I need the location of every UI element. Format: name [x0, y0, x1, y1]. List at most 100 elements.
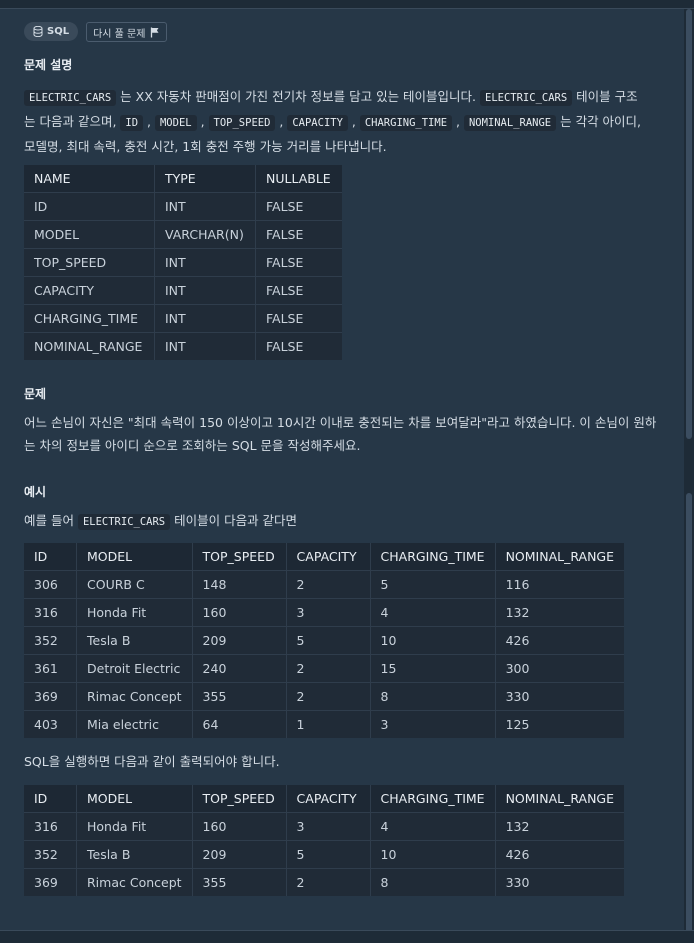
column-header: NULLABLE: [255, 165, 342, 193]
column-header: MODEL: [76, 543, 193, 571]
table-row: TOP_SPEED INT FALSE: [24, 248, 342, 277]
sep: ,: [143, 114, 155, 129]
table-cell: 316: [24, 598, 77, 627]
table-row: 403 Mia electric 64 1 3 125: [24, 710, 624, 738]
output-text: SQL을 실행하면 다음과 같이 출력되어야 합니다.: [24, 754, 280, 769]
code-charging-time: CHARGING_TIME: [359, 115, 453, 131]
table-cell: 300: [495, 654, 625, 683]
column-header: CAPACITY: [286, 785, 371, 813]
flag-icon: [151, 27, 159, 37]
table-cell: 3: [370, 710, 496, 738]
sql-tag-label: SQL: [47, 26, 70, 37]
table-row: 369 Rimac Concept 355 2 8 330: [24, 868, 624, 896]
code-nominal-range: NOMINAL_RANGE: [463, 115, 557, 131]
table-cell: 209: [192, 626, 287, 655]
column-header: MODEL: [76, 785, 193, 813]
table-cell: FALSE: [255, 220, 342, 249]
table-row: MODEL VARCHAR(N) FALSE: [24, 220, 342, 249]
table-cell: 2: [286, 570, 371, 599]
table-cell: 426: [495, 840, 625, 869]
column-header: TYPE: [154, 165, 256, 193]
description-line-2: 는 다음과 같으며, ID , MODEL , TOP_SPEED , CAPA…: [24, 110, 674, 135]
top-divider: [0, 0, 694, 9]
sep: ,: [452, 114, 464, 129]
column-header: CHARGING_TIME: [370, 785, 496, 813]
table-cell: Rimac Concept: [76, 682, 193, 711]
table-cell: 330: [495, 682, 625, 711]
bottom-divider: [0, 930, 694, 943]
table-cell: 361: [24, 654, 77, 683]
table-cell: 8: [370, 682, 496, 711]
example-intro-text: 예를 들어: [24, 513, 78, 528]
table-cell: VARCHAR(N): [154, 220, 256, 249]
scrollbar-thumb-upper[interactable]: [686, 9, 692, 439]
code-electric-cars: ELECTRIC_CARS: [24, 90, 117, 106]
table-row: 316 Honda Fit 160 3 4 132: [24, 812, 625, 841]
table-cell: Detroit Electric: [76, 654, 193, 683]
table-cell: FALSE: [255, 304, 342, 333]
sql-tag: SQL: [24, 22, 79, 41]
column-header: NOMINAL_RANGE: [495, 543, 625, 571]
table-cell: ID: [24, 192, 155, 221]
table-cell: 4: [370, 812, 496, 841]
schema-body: ID INT FALSE MODEL VARCHAR(N) FALSE TOP_SPEED I…: [24, 192, 342, 360]
table-cell: 5: [370, 570, 496, 599]
table-cell: 306: [24, 570, 77, 599]
table-cell: 132: [495, 812, 625, 841]
table-cell: 2: [286, 682, 371, 711]
problem-line-1: 어느 손님이 자신은 "최대 속력이 150 이상이고 10시간 이내로 충전되…: [24, 415, 657, 430]
table-cell: 240: [192, 654, 287, 683]
description-line-1-end: 테이블 구조: [572, 89, 638, 104]
problem-line-2: 는 차의 정보를 아이디 순으로 조회하는 SQL 문을 작성해주세요.: [24, 438, 361, 453]
retry-button[interactable]: 다시 풀 문제: [86, 22, 168, 42]
table-cell: INT: [154, 248, 256, 277]
table-cell: 2: [286, 868, 371, 896]
table-cell: Tesla B: [76, 626, 193, 655]
scrollbar-thumb-lower[interactable]: [686, 493, 692, 939]
problem-tags: SQL 다시 풀 문제: [24, 22, 168, 42]
table-row: 361 Detroit Electric 240 2 15 300: [24, 654, 625, 683]
table-cell: FALSE: [255, 248, 342, 277]
table-cell: 160: [192, 812, 287, 841]
table-cell: 64: [192, 710, 287, 738]
result-body: 316 Honda Fit 160 3 4 132 352 Tesla B 209 5 10 426 3…: [24, 812, 625, 896]
table-row: NOMINAL_RANGE INT FALSE: [24, 332, 342, 360]
table-cell: INT: [154, 332, 256, 360]
column-header: CHARGING_TIME: [370, 543, 496, 571]
scrollbar[interactable]: [684, 9, 694, 939]
problem-text: 어느 손님이 자신은 "최대 속력이 150 이상이고 10시간 이내로 충전되…: [24, 411, 674, 457]
code-capacity: CAPACITY: [287, 115, 348, 131]
table-row: 352 Tesla B 209 5 10 426: [24, 840, 625, 869]
code-model: MODEL: [154, 115, 197, 131]
table-cell: 160: [192, 598, 287, 627]
table-cell: 10: [370, 626, 496, 655]
table-row: CAPACITY INT FALSE: [24, 276, 342, 305]
column-header: ID: [24, 543, 77, 571]
example-table: ID MODEL TOP_SPEED CAPACITY CHARGING_TIME NOM…: [24, 543, 625, 738]
column-header: NOMINAL_RANGE: [495, 785, 625, 813]
table-cell: 116: [495, 570, 625, 599]
table-cell: 125: [505, 717, 530, 732]
database-icon: [33, 26, 43, 37]
table-cell: 330: [505, 875, 530, 890]
example-body: 306 COURB C 148 2 5 116 316 Honda Fit 160 3 4 132 35…: [24, 570, 625, 738]
table-cell: 15: [370, 654, 496, 683]
example-intro-end: 테이블이 다음과 같다면: [170, 513, 298, 528]
description-line-1: ELECTRIC_CARS 는 XX 자동차 판매점이 가진 전기차 정보를 담…: [24, 85, 674, 110]
example-header-row: ID MODEL TOP_SPEED CAPACITY CHARGING_TIME NOM…: [24, 543, 625, 571]
table-cell: 10: [370, 840, 496, 869]
description-line-2-end: 는 각각 아이디,: [556, 114, 642, 129]
table-row: 306 COURB C 148 2 5 116: [24, 570, 625, 599]
sep: ,: [196, 114, 209, 129]
table-cell: CHARGING_TIME: [24, 304, 155, 333]
table-cell: MODEL: [24, 220, 155, 249]
table-row: 352 Tesla B 209 5 10 426: [24, 626, 625, 655]
problem-panel: [12, 9, 682, 939]
table-cell: Tesla B: [76, 840, 193, 869]
problem-heading: 문제: [24, 387, 47, 401]
description-heading: 문제 설명: [24, 58, 73, 72]
description-line-1-text: 는 XX 자동차 판매점이 가진 전기차 정보를 담고 있는 테이블입니다.: [116, 89, 480, 104]
table-cell: CAPACITY: [24, 276, 155, 305]
table-cell: 352: [24, 626, 77, 655]
sep: ,: [347, 114, 360, 129]
